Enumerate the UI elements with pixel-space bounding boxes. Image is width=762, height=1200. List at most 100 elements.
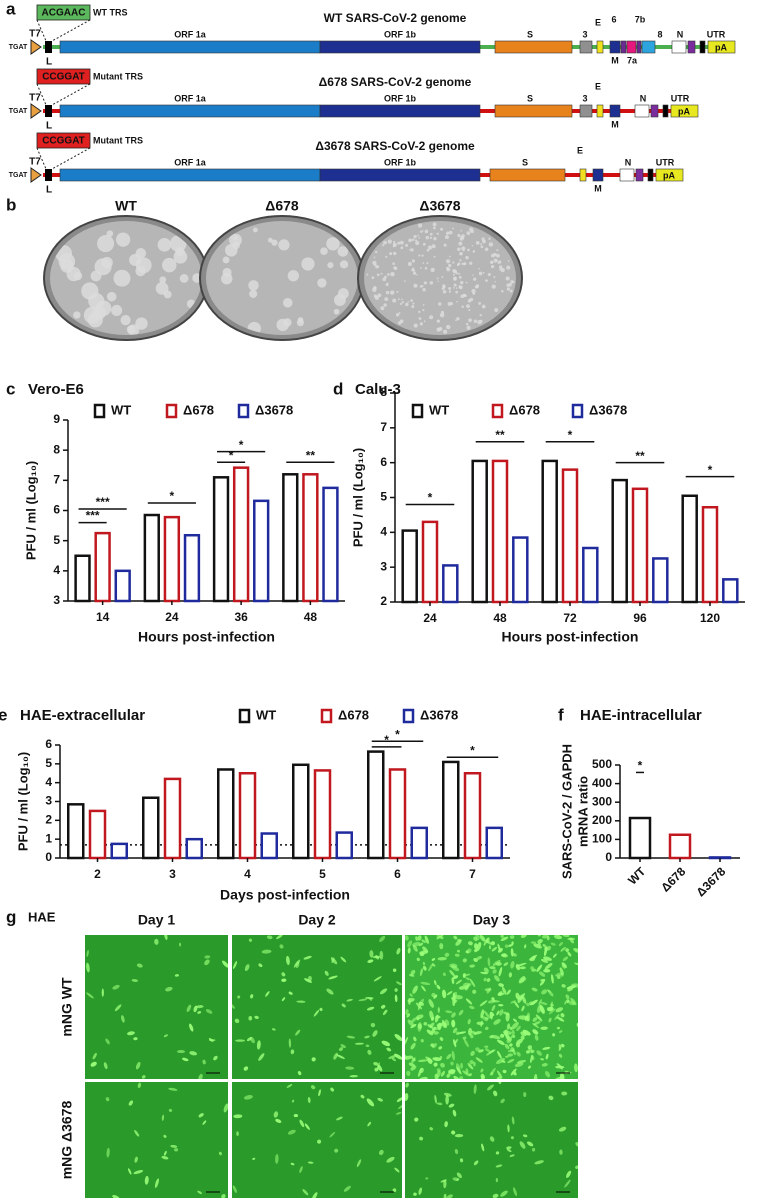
cell [440, 1070, 446, 1077]
cell [366, 1006, 375, 1011]
cell [127, 1168, 132, 1175]
trs-box [36, 132, 91, 149]
plaque [469, 227, 474, 232]
cell [406, 1070, 411, 1076]
plaque [441, 276, 444, 278]
plaque [372, 260, 377, 266]
cell [462, 973, 466, 978]
cell [511, 1116, 515, 1125]
cell [532, 1029, 539, 1035]
plaque [120, 315, 131, 326]
cell [533, 1021, 541, 1026]
cell [500, 1190, 508, 1197]
plaque [482, 271, 485, 274]
cell [392, 968, 397, 973]
cell [121, 1015, 125, 1023]
bar [282, 473, 299, 603]
cell [346, 1035, 356, 1039]
cell [505, 1055, 509, 1058]
legend-label: Δ678 [509, 402, 540, 417]
prefix: TGAT [9, 172, 28, 179]
plaque [135, 257, 152, 274]
cell [101, 988, 104, 997]
plaque [469, 261, 473, 265]
cell [564, 1179, 571, 1188]
plaque [424, 229, 429, 234]
cell [275, 1118, 282, 1123]
bar [88, 809, 107, 860]
cell [465, 977, 470, 981]
x-tick-label: 6 [394, 867, 401, 881]
cell [412, 985, 418, 994]
plaque [418, 310, 421, 314]
cell [252, 1157, 256, 1160]
legend-swatch [165, 403, 178, 419]
plaque [410, 248, 414, 252]
cell [506, 989, 511, 995]
gene-label: 7b [635, 14, 646, 24]
micrograph [232, 1082, 402, 1198]
plaque [301, 257, 315, 271]
cell [237, 995, 241, 999]
cell [476, 955, 483, 960]
cell [484, 1045, 489, 1048]
plaque [420, 267, 422, 269]
plaque [477, 319, 482, 325]
plaque [458, 241, 463, 246]
cell [506, 1148, 512, 1153]
cell [474, 948, 478, 953]
cell [431, 1017, 435, 1021]
gene-label: ORF 1a [174, 157, 207, 167]
plaque [429, 281, 434, 285]
cell [422, 961, 426, 966]
plaque [471, 288, 476, 294]
cell [431, 958, 436, 961]
cell [378, 1149, 384, 1156]
plaque [490, 260, 494, 264]
legend-label: Δ678 [338, 707, 369, 722]
cell [553, 935, 563, 940]
cell [437, 956, 447, 961]
plate-well [206, 221, 358, 335]
significance-label: * [239, 438, 244, 452]
cell [410, 1065, 417, 1071]
cell [537, 942, 541, 947]
bar [163, 777, 182, 860]
gene-label: E [595, 81, 601, 91]
cell [519, 966, 526, 970]
cell [413, 1192, 417, 1196]
cell [204, 955, 211, 959]
plaque [408, 238, 412, 243]
cell [420, 981, 431, 986]
plaque [248, 280, 259, 291]
cell [279, 944, 284, 949]
cell [548, 1095, 554, 1101]
cell [440, 1179, 447, 1183]
bar [367, 750, 385, 860]
x-tick-label: 24 [423, 611, 437, 625]
plaque [159, 276, 167, 284]
cell [508, 972, 513, 978]
cell [235, 1039, 246, 1042]
cell [484, 1026, 489, 1030]
cell [512, 953, 517, 957]
gene-label: UTR [671, 93, 690, 103]
chart-title: Vero-E6 [28, 381, 84, 398]
cell [462, 1036, 467, 1040]
plaque [436, 277, 439, 280]
plaque [448, 290, 452, 293]
gene-box [707, 40, 736, 54]
cell [288, 1038, 292, 1048]
cell [520, 1035, 525, 1040]
row-label: mNG WT [59, 977, 75, 1037]
cell [408, 974, 415, 977]
bar [217, 768, 235, 860]
cell [559, 967, 564, 975]
y-tick-label: 500 [592, 757, 612, 771]
cell [504, 944, 509, 948]
leader-label: L [46, 57, 52, 68]
cell [483, 1010, 491, 1019]
plaque [418, 317, 422, 320]
y-tick-label: 6 [45, 737, 52, 751]
cell [174, 974, 179, 977]
